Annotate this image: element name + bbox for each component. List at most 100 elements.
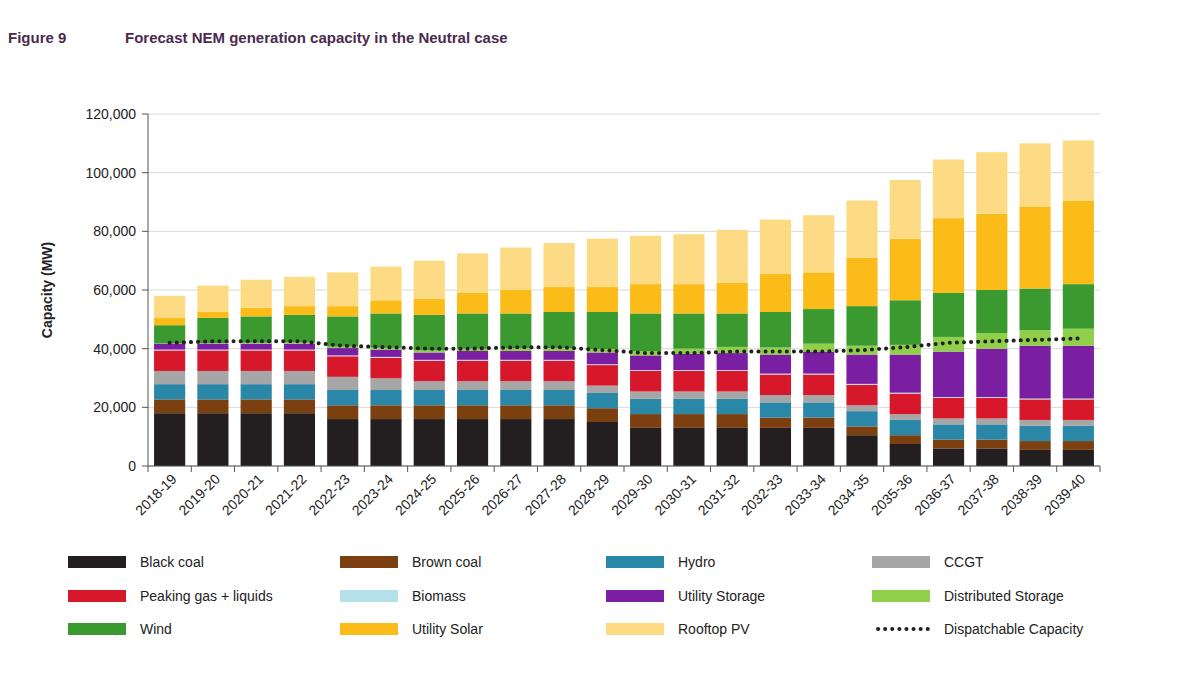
- bar-segment: [370, 358, 401, 379]
- x-tick: [450, 466, 451, 472]
- bar-segment: [587, 239, 618, 287]
- bar-segment: [760, 428, 791, 466]
- bar-segment: [414, 419, 445, 466]
- bar-segment: [1063, 346, 1094, 399]
- legend-label: Rooftop PV: [678, 621, 750, 637]
- title: Forecast NEM generation capacity in the …: [125, 29, 508, 46]
- bar-segment: [1020, 289, 1051, 331]
- bar-segment: [327, 405, 358, 419]
- bar-segment: [284, 344, 315, 350]
- bar-segment: [976, 398, 1007, 419]
- bar-segment: [241, 344, 272, 350]
- legend: Black coalBrown coalHydroCCGTPeaking gas…: [68, 554, 1083, 637]
- y-tick: [142, 407, 148, 408]
- bar-segment: [500, 405, 531, 419]
- bar-segment: [154, 384, 185, 399]
- legend-label: Utility Storage: [678, 588, 765, 604]
- y-axis-label: Capacity (MW): [39, 242, 55, 338]
- bar-segment: [284, 350, 315, 371]
- legend-swatch: [68, 556, 126, 568]
- bar-segment: [370, 390, 401, 405]
- bar-segment: [284, 399, 315, 413]
- bar-segment: [933, 398, 964, 419]
- bar-segment: [890, 435, 921, 444]
- bar-segment: [1063, 399, 1094, 420]
- bar-segment: [241, 371, 272, 384]
- bar-segment: [544, 390, 575, 405]
- x-tick: [926, 466, 927, 472]
- x-tick: [883, 466, 884, 472]
- bar-segment: [1020, 346, 1051, 399]
- bar-segment: [673, 284, 704, 313]
- bar-segment: [284, 413, 315, 466]
- bar-segment: [846, 258, 877, 306]
- bar-segment: [717, 230, 748, 283]
- bar-segment: [241, 350, 272, 371]
- x-tick-label: 2022-23: [305, 471, 353, 519]
- x-tick-label: 2037-38: [954, 471, 1002, 519]
- x-tick-label: 2027-28: [522, 471, 570, 519]
- bar-segment: [457, 390, 488, 405]
- x-tick-label: 2036-37: [911, 471, 959, 519]
- bar-segment: [154, 296, 185, 318]
- bar-segment: [890, 394, 921, 415]
- bar-segment: [587, 352, 618, 364]
- x-tick-label: 2028-29: [565, 471, 613, 519]
- bar-segment: [587, 386, 618, 393]
- x-tick: [494, 466, 495, 472]
- bar-segment: [976, 214, 1007, 290]
- x-tick-label: 2018-19: [132, 471, 180, 519]
- x-tick: [1013, 466, 1014, 472]
- bar-segment: [544, 361, 575, 382]
- x-tick-label: 2026-27: [478, 471, 526, 519]
- legend-label: Distributed Storage: [944, 588, 1064, 604]
- legend-label: Utility Solar: [412, 621, 483, 637]
- bar-segment: [241, 384, 272, 399]
- legend-label: Biomass: [412, 588, 466, 604]
- legend-label: CCGT: [944, 554, 984, 570]
- bar-segment: [370, 313, 401, 347]
- y-tick-label: 60,000: [93, 282, 136, 298]
- bar-segment: [370, 267, 401, 301]
- plot-area: [154, 140, 1094, 466]
- x-tick: [191, 466, 192, 472]
- bar-segment: [717, 313, 748, 346]
- bar-segment: [327, 419, 358, 466]
- bar-segment: [630, 428, 661, 466]
- bar-segment: [500, 348, 531, 351]
- x-tick: [667, 466, 668, 472]
- grid: [142, 114, 1100, 466]
- bar-segment: [414, 405, 445, 419]
- bar-segment: [890, 239, 921, 301]
- bar-segment: [673, 313, 704, 348]
- bar-segment: [673, 414, 704, 428]
- bar-segment: [1020, 441, 1051, 450]
- bar-segment: [717, 428, 748, 466]
- bar-segment: [933, 424, 964, 439]
- bar-segment: [414, 381, 445, 390]
- figure-label: Figure 9: [8, 29, 66, 46]
- bar-segment: [976, 290, 1007, 333]
- bar-segment: [457, 253, 488, 293]
- legend-swatch: [606, 556, 664, 568]
- bar-segment: [673, 428, 704, 466]
- bar-segment: [846, 405, 877, 411]
- bar-segment: [370, 300, 401, 313]
- bar-segment: [760, 402, 791, 417]
- bar-segment: [846, 385, 877, 406]
- bar-segment: [284, 371, 315, 384]
- bar-segment: [414, 315, 445, 350]
- bar-segment: [760, 355, 791, 374]
- bar-segment: [1020, 206, 1051, 288]
- y-tick: [142, 172, 148, 173]
- bar-segment: [760, 374, 791, 395]
- bar-segment: [1063, 420, 1094, 426]
- bar-segment: [414, 299, 445, 315]
- x-tick-label: 2033-34: [781, 471, 829, 519]
- x-tick: [970, 466, 971, 472]
- y-tick: [142, 348, 148, 349]
- bar-segment: [1063, 450, 1094, 466]
- legend-label: Dispatchable Capacity: [944, 621, 1083, 637]
- x-tick: [624, 466, 625, 472]
- legend-label: Black coal: [140, 554, 204, 570]
